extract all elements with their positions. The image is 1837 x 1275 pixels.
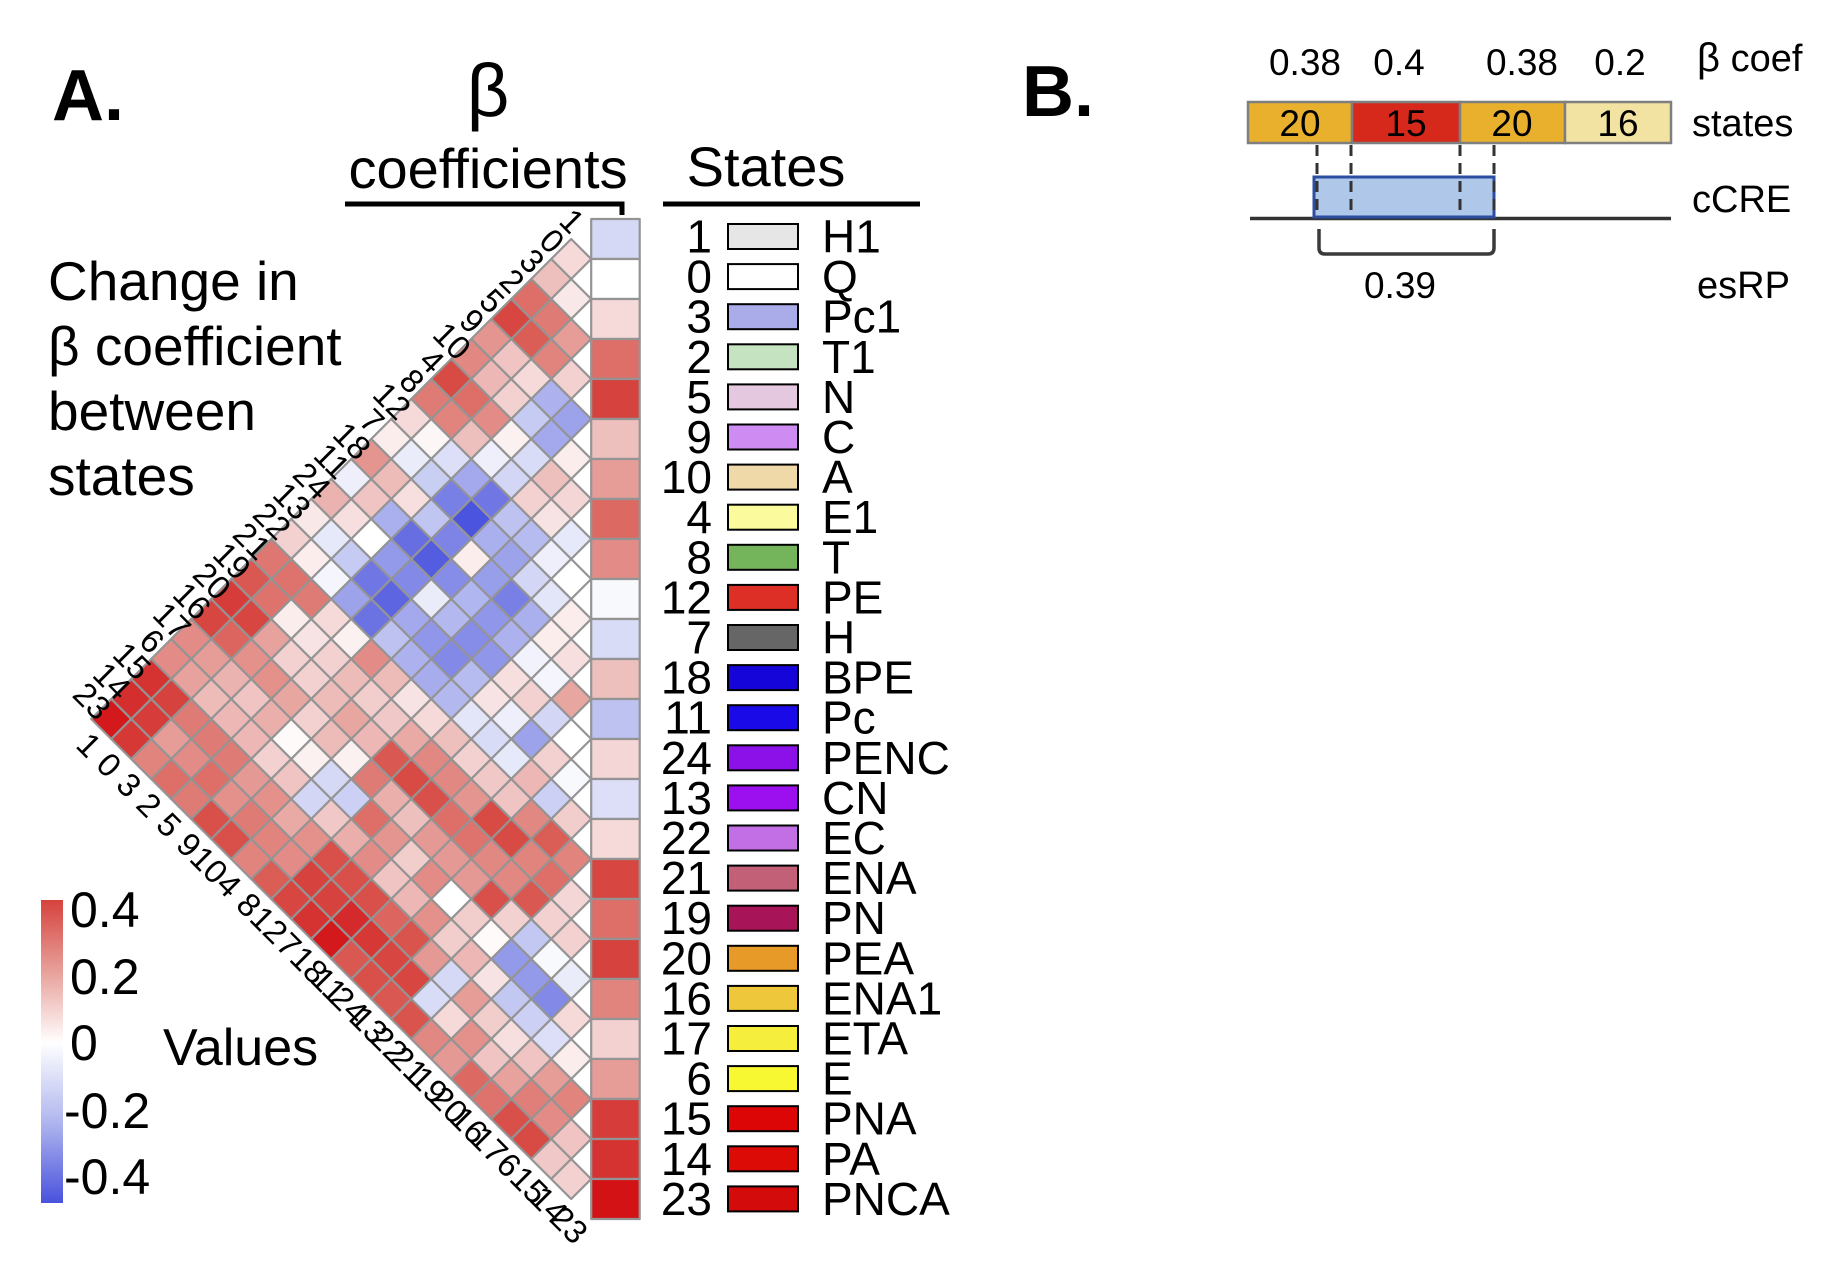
svg-text:12: 12 (661, 571, 712, 623)
svg-text:11: 11 (664, 692, 712, 744)
svg-text:cCRE: cCRE (1692, 179, 1791, 221)
svg-text:0.4: 0.4 (70, 882, 140, 938)
svg-text:E1: E1 (822, 491, 878, 543)
svg-text:β coef: β coef (1697, 36, 1803, 80)
svg-text:EC: EC (822, 812, 886, 864)
svg-text:5: 5 (686, 371, 712, 423)
svg-text:13: 13 (661, 772, 712, 824)
svg-text:6: 6 (686, 1053, 712, 1105)
svg-text:states: states (1692, 103, 1793, 145)
svg-text:esRP: esRP (1697, 265, 1790, 307)
svg-text:20: 20 (1491, 103, 1532, 144)
svg-text:7: 7 (686, 612, 712, 664)
svg-text:10: 10 (661, 451, 712, 503)
svg-text:Change in: Change in (48, 250, 299, 312)
svg-text:N: N (822, 371, 855, 423)
svg-text:-0.4: -0.4 (64, 1149, 150, 1205)
svg-text:ENA: ENA (822, 852, 917, 904)
svg-text:21: 21 (661, 852, 712, 904)
svg-text:ETA: ETA (822, 1013, 908, 1065)
svg-text:ENA1: ENA1 (822, 972, 942, 1024)
svg-text:between: between (48, 380, 256, 442)
svg-text:-0.2: -0.2 (64, 1083, 150, 1139)
svg-text:15: 15 (1385, 103, 1426, 144)
svg-text:Values: Values (163, 1019, 318, 1077)
svg-text:PA: PA (822, 1133, 880, 1185)
svg-text:9: 9 (686, 411, 712, 463)
svg-text:E: E (822, 1053, 853, 1105)
svg-text:20: 20 (1279, 103, 1320, 144)
svg-text:24: 24 (661, 732, 712, 784)
svg-text:β coefficient: β coefficient (48, 315, 342, 377)
svg-text:0: 0 (686, 251, 712, 303)
svg-text:0.2: 0.2 (70, 949, 140, 1005)
svg-text:PENC: PENC (822, 732, 950, 784)
svg-text:PEA: PEA (822, 932, 914, 984)
svg-text:A: A (822, 451, 853, 503)
svg-text:PN: PN (822, 892, 886, 944)
svg-text:Q: Q (822, 251, 858, 303)
svg-text:H1: H1 (822, 211, 881, 263)
svg-text:T1: T1 (822, 331, 876, 383)
svg-text:0.38: 0.38 (1486, 42, 1558, 83)
svg-text:8: 8 (686, 531, 712, 583)
svg-text:19: 19 (661, 892, 712, 944)
svg-text:Pc: Pc (822, 692, 876, 744)
svg-text:States: States (687, 135, 846, 198)
svg-text:0.4: 0.4 (1373, 42, 1424, 83)
svg-text:16: 16 (1597, 103, 1638, 144)
svg-text:H: H (822, 612, 855, 664)
svg-text:1: 1 (686, 211, 712, 263)
svg-text:17: 17 (661, 1013, 712, 1065)
svg-text:BPE: BPE (822, 652, 914, 704)
svg-text:0.2: 0.2 (1594, 42, 1645, 83)
svg-text:T: T (822, 531, 850, 583)
svg-text:coefficients: coefficients (348, 137, 627, 200)
svg-text:PE: PE (822, 571, 883, 623)
svg-text:Pc1: Pc1 (822, 291, 901, 343)
svg-text:0.38: 0.38 (1269, 42, 1341, 83)
svg-text:A.: A. (52, 56, 124, 136)
svg-text:PNCA: PNCA (822, 1173, 950, 1225)
svg-text:2: 2 (686, 331, 712, 383)
svg-text:16: 16 (661, 972, 712, 1024)
svg-text:20: 20 (661, 932, 712, 984)
svg-text:14: 14 (661, 1133, 712, 1185)
svg-text:states: states (48, 445, 195, 507)
svg-text:0: 0 (70, 1015, 98, 1071)
svg-text:4: 4 (686, 491, 712, 543)
svg-text:23: 23 (661, 1173, 712, 1225)
svg-text:B.: B. (1022, 52, 1094, 132)
svg-text:15: 15 (661, 1093, 712, 1145)
svg-text:18: 18 (661, 652, 712, 704)
svg-text:C: C (822, 411, 855, 463)
svg-text:β: β (467, 49, 510, 132)
svg-text:22: 22 (661, 812, 712, 864)
svg-text:PNA: PNA (822, 1093, 917, 1145)
svg-text:0.39: 0.39 (1364, 265, 1436, 306)
svg-text:CN: CN (822, 772, 888, 824)
svg-text:3: 3 (686, 291, 712, 343)
